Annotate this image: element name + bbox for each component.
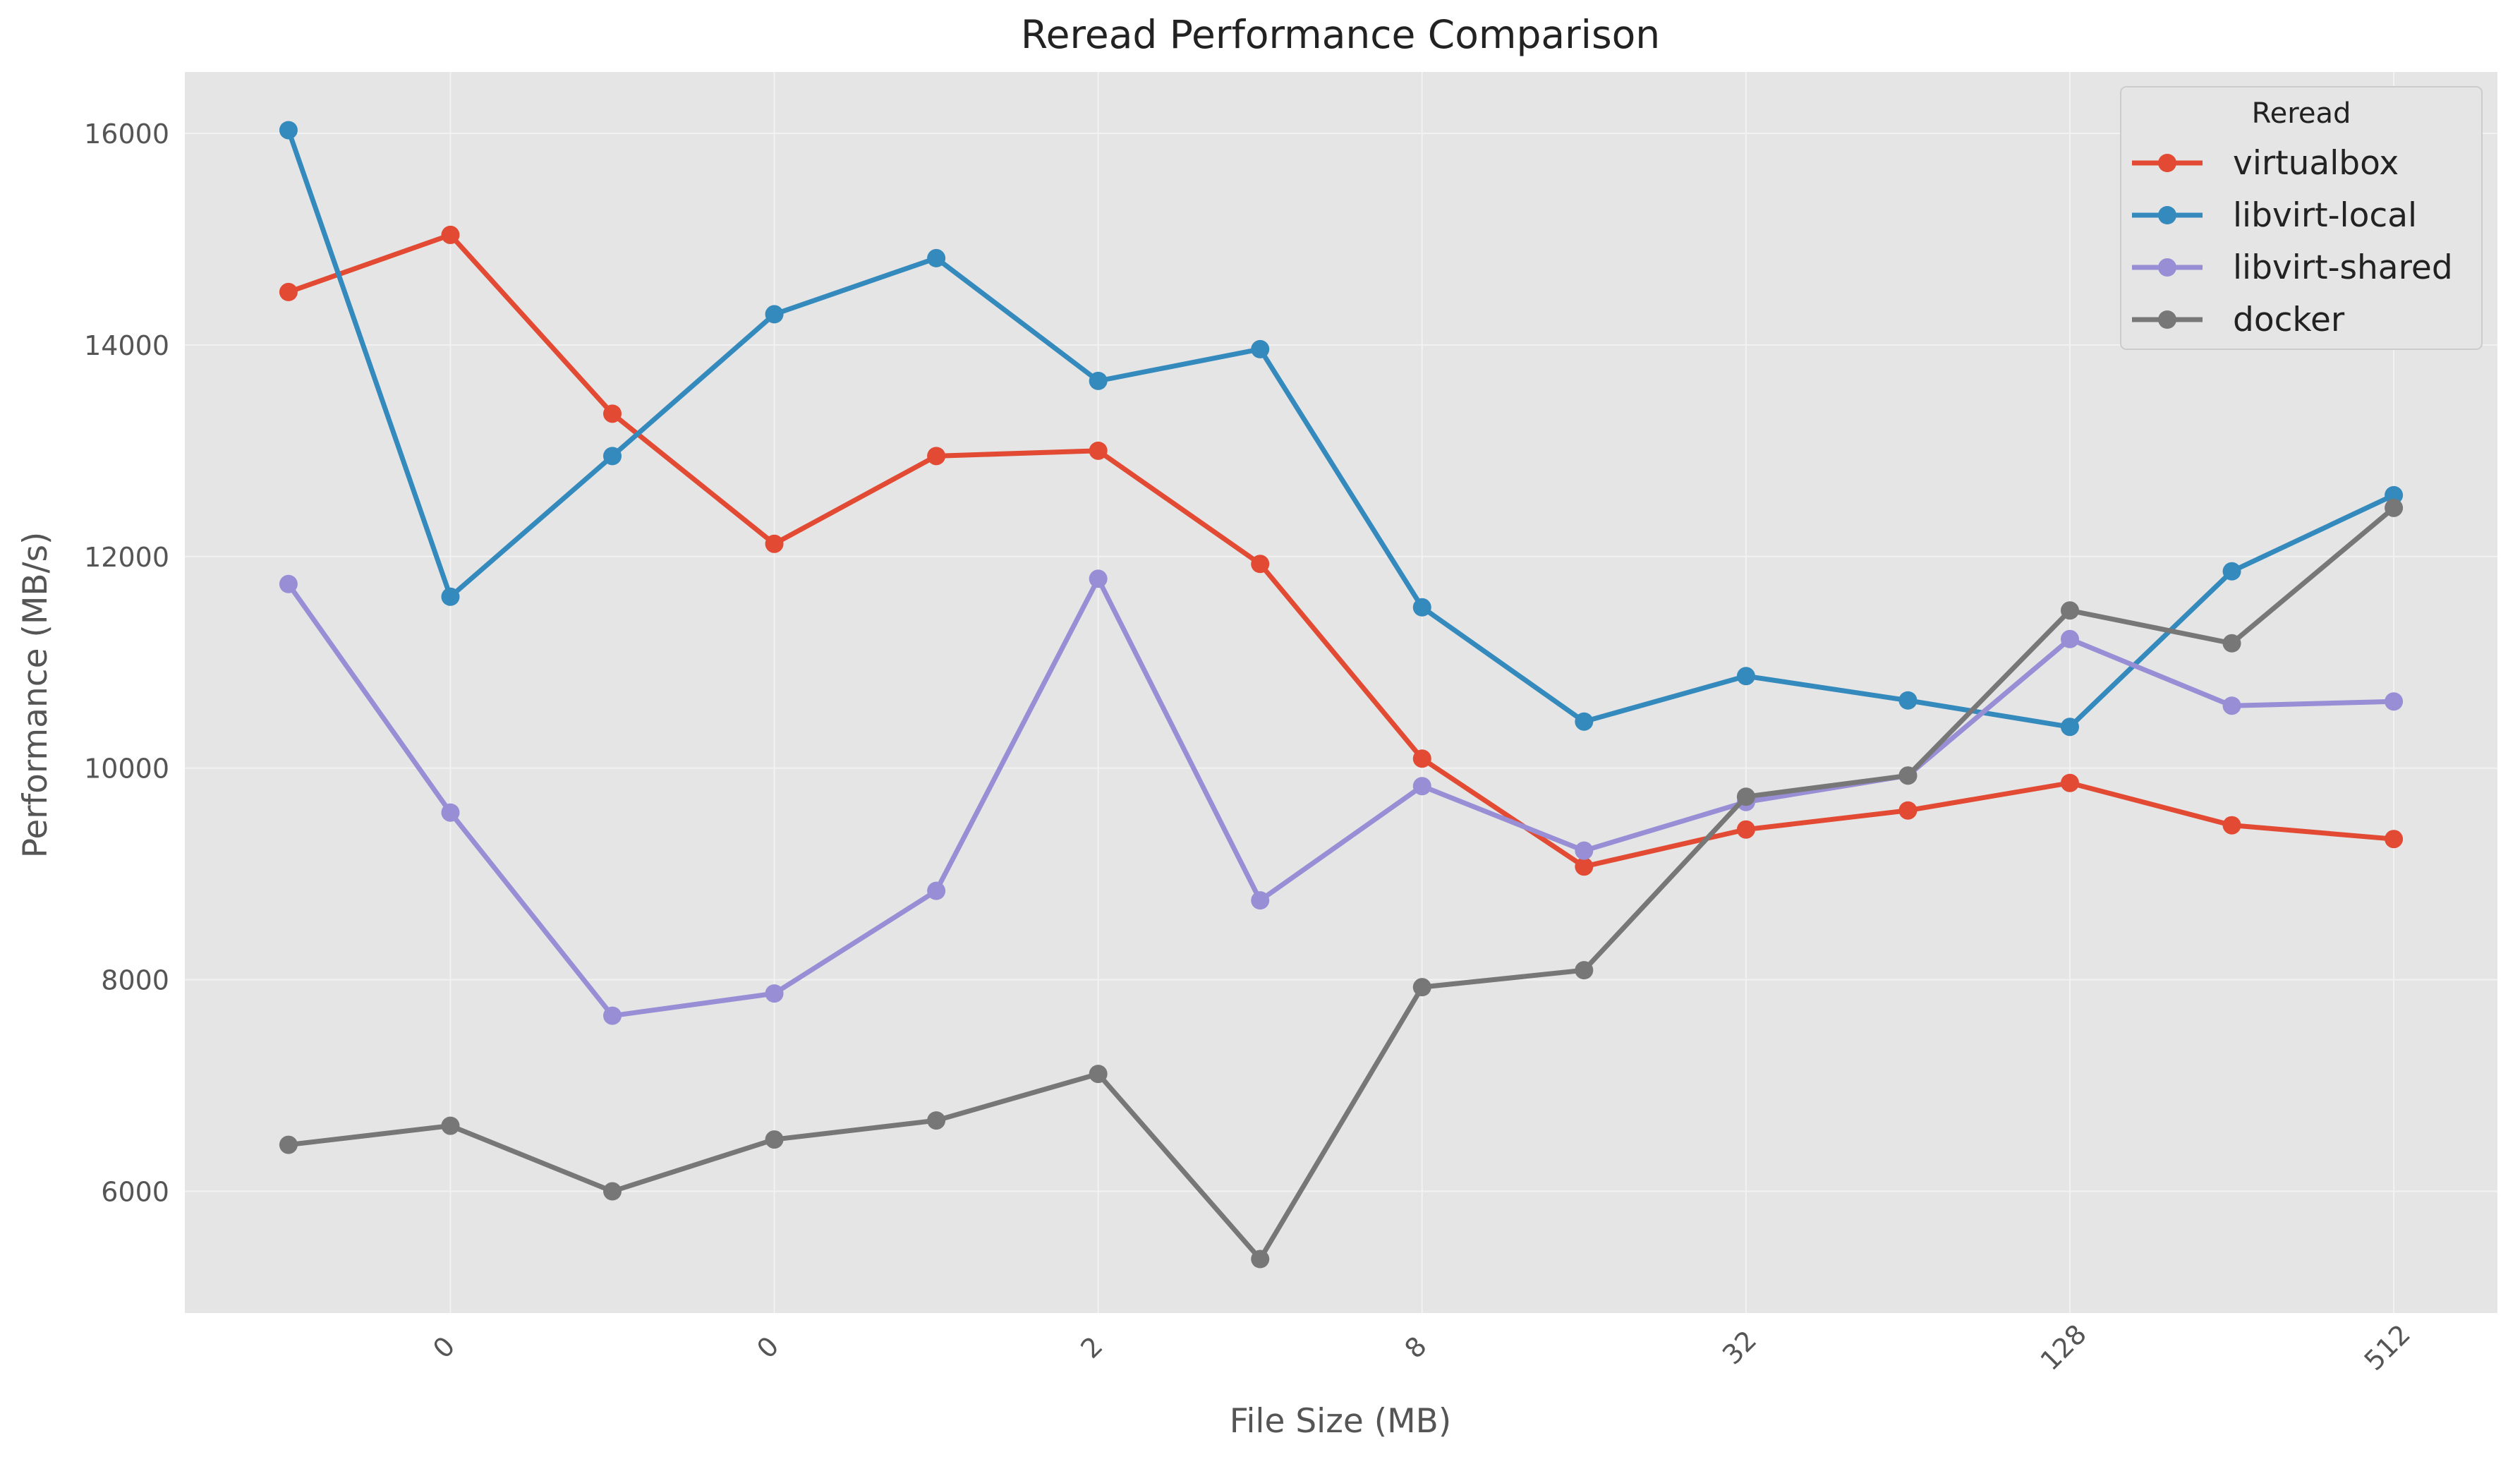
y-tick-label: 10000 (84, 754, 169, 785)
data-point[interactable] (2222, 562, 2241, 581)
legend-item-docker[interactable]: docker (2132, 301, 2345, 339)
data-point[interactable] (279, 1135, 298, 1154)
data-point[interactable] (1412, 749, 1431, 768)
data-point[interactable] (2060, 601, 2079, 620)
data-point[interactable] (1412, 777, 1431, 796)
legend-item-libvirt-shared[interactable]: libvirt-shared (2132, 248, 2453, 287)
data-point[interactable] (1736, 820, 1755, 839)
y-tick-label: 14000 (84, 330, 169, 361)
data-point[interactable] (1089, 1065, 1108, 1084)
series-line-libvirt-shared (286, 576, 2397, 1019)
data-point[interactable] (765, 1130, 784, 1149)
data-point[interactable] (1575, 961, 1594, 980)
legend-box (2120, 86, 2483, 350)
data-point[interactable] (603, 1006, 622, 1025)
data-point[interactable] (603, 447, 622, 466)
plot-background (185, 72, 2497, 1313)
data-point[interactable] (441, 587, 460, 606)
data-point[interactable] (1736, 667, 1755, 686)
data-point[interactable] (441, 803, 460, 822)
data-point[interactable] (1736, 787, 1755, 806)
y-tick-label: 16000 (84, 119, 169, 150)
data-point[interactable] (1089, 371, 1108, 390)
data-point[interactable] (1251, 1250, 1270, 1269)
data-point[interactable] (441, 1116, 460, 1135)
legend-marker (2158, 206, 2176, 224)
y-axis-ticks: 6000 8000 10000 12000 14000 16000 (84, 119, 169, 1208)
data-point[interactable] (1898, 801, 1918, 820)
data-point[interactable] (1575, 712, 1594, 731)
x-tick-label: 8 (1398, 1331, 1432, 1365)
data-point[interactable] (279, 282, 298, 301)
data-point[interactable] (765, 984, 784, 1003)
data-point[interactable] (2060, 718, 2079, 737)
data-point[interactable] (2060, 629, 2079, 648)
data-point[interactable] (441, 225, 460, 244)
data-point[interactable] (603, 404, 622, 423)
data-point[interactable] (1251, 891, 1270, 910)
data-point[interactable] (1251, 339, 1270, 358)
legend-title: Reread (2252, 97, 2351, 130)
legend[interactable]: Reread virtualbox libvirt-local libvirt-sh… (2120, 86, 2483, 350)
x-axis-label: File Size (MB) (1230, 1402, 1451, 1441)
data-point[interactable] (2385, 692, 2404, 711)
chart-title: Reread Performance Comparison (1021, 12, 1660, 57)
data-point[interactable] (1412, 978, 1431, 997)
legend-marker (2158, 154, 2176, 172)
legend-label: virtualbox (2233, 144, 2399, 183)
data-point[interactable] (927, 881, 946, 900)
legend-item-libvirt-local[interactable]: libvirt-local (2132, 196, 2417, 235)
x-tick-label: 512 (2358, 1319, 2416, 1377)
data-point[interactable] (765, 305, 784, 324)
y-tick-label: 12000 (84, 542, 169, 573)
x-tick-label: 32 (1716, 1324, 1762, 1370)
data-point[interactable] (1898, 691, 1918, 710)
data-point[interactable] (1089, 569, 1108, 588)
data-point[interactable] (1575, 857, 1594, 876)
data-point[interactable] (927, 248, 946, 267)
y-axis-label: Performance (MB/s) (16, 532, 55, 859)
series-docker (279, 498, 2404, 1269)
data-point[interactable] (765, 534, 784, 553)
data-point[interactable] (1898, 766, 1918, 785)
x-tick-label: 0 (427, 1331, 461, 1365)
data-point[interactable] (1575, 841, 1594, 860)
data-point[interactable] (603, 1182, 622, 1201)
data-point[interactable] (1251, 555, 1270, 574)
data-point[interactable] (2222, 816, 2241, 835)
y-tick-label: 6000 (101, 1177, 169, 1208)
legend-label: libvirt-shared (2233, 248, 2453, 287)
data-point[interactable] (279, 574, 298, 593)
data-point[interactable] (2222, 634, 2241, 653)
legend-marker (2158, 310, 2176, 329)
x-tick-label: 0 (751, 1331, 785, 1365)
data-point[interactable] (279, 121, 298, 140)
legend-marker (2158, 258, 2176, 277)
legend-label: docker (2233, 301, 2345, 339)
gridlines (185, 72, 2497, 1313)
series-libvirt-local (279, 121, 2404, 737)
data-point[interactable] (1089, 441, 1108, 460)
data-point[interactable] (2385, 498, 2404, 517)
data-point[interactable] (2385, 830, 2404, 849)
legend-item-virtualbox[interactable]: virtualbox (2132, 144, 2399, 183)
series-line-libvirt-local (286, 127, 2397, 730)
x-axis-ticks: 0 0 2 8 32 128 512 (427, 1319, 2416, 1377)
data-point[interactable] (2385, 485, 2404, 504)
y-tick-label: 8000 (101, 965, 169, 996)
data-point[interactable] (2060, 773, 2079, 792)
data-point[interactable] (927, 1111, 946, 1130)
data-point[interactable] (2222, 696, 2241, 715)
x-tick-label: 128 (2035, 1319, 2092, 1377)
series-line-docker (286, 505, 2397, 1262)
legend-label: libvirt-local (2233, 196, 2417, 235)
series-lines (279, 121, 2404, 1269)
data-point[interactable] (1412, 598, 1431, 617)
x-tick-label: 2 (1074, 1331, 1108, 1365)
data-point[interactable] (927, 447, 946, 466)
